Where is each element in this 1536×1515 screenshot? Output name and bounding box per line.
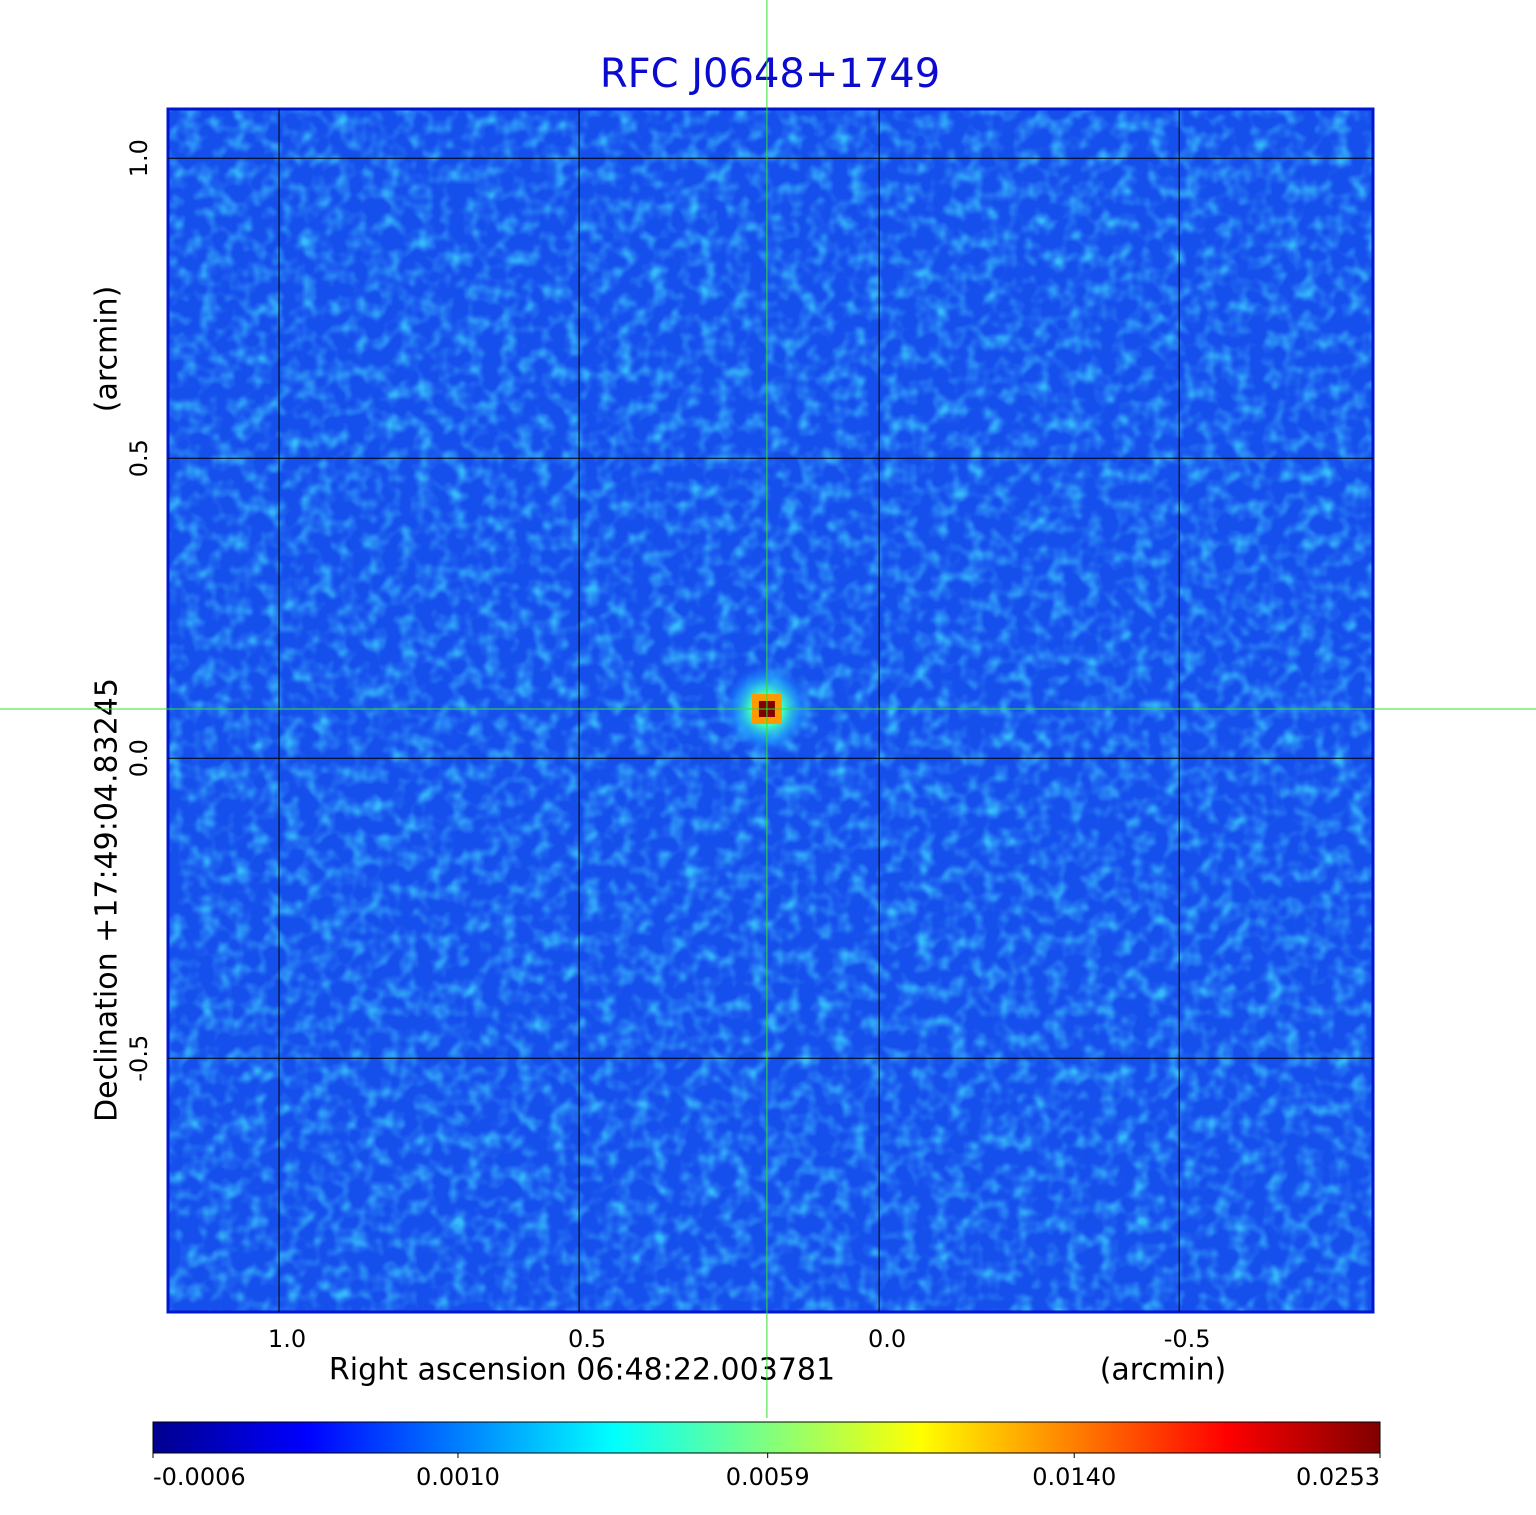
x-tick-label: 0.5 [568, 1325, 606, 1353]
image-frame [166, 107, 1375, 1314]
colorbar-tick-label: 0.0140 [1032, 1463, 1116, 1491]
y-axis-unit: (arcmin) [90, 286, 125, 413]
colorbar-tick-label: 0.0010 [416, 1463, 500, 1491]
x-tick-label: -0.5 [1164, 1325, 1211, 1353]
y-tick-label: 1.0 [125, 139, 153, 177]
chart-title: RFC J0648+1749 [600, 51, 940, 97]
y-tick-label: -0.5 [125, 1035, 153, 1082]
x-tick-label: 0.0 [868, 1325, 906, 1353]
y-axis-label: Declination +17:49:04.83245 [90, 678, 125, 1122]
colorbar [152, 1421, 1381, 1454]
x-axis-label: Right ascension 06:48:22.003781 [329, 1353, 835, 1388]
x-axis-unit: (arcmin) [1100, 1353, 1227, 1388]
colorbar-tick-label: -0.0006 [153, 1463, 246, 1491]
y-tick-label: 0.5 [125, 439, 153, 477]
x-tick-label: 1.0 [268, 1325, 306, 1353]
colorbar-tick-label: 0.0253 [1296, 1463, 1380, 1491]
colorbar-tick-label: 0.0059 [726, 1463, 810, 1491]
y-tick-label: 0.0 [125, 739, 153, 777]
